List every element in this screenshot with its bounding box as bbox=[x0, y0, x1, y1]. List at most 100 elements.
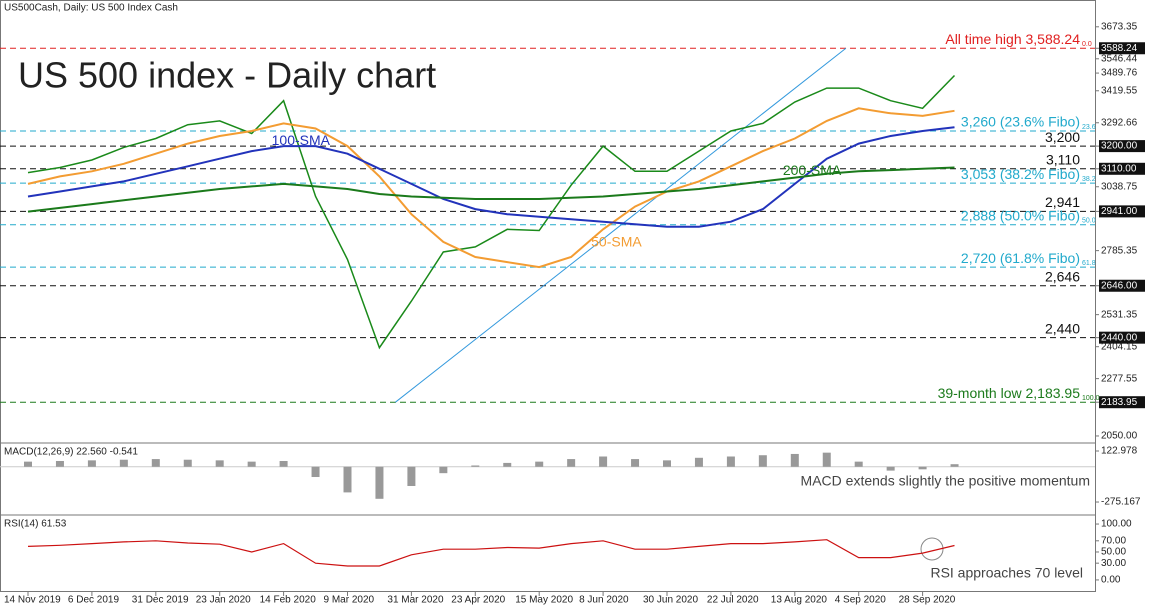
y-tick-label: 3200.00 bbox=[1101, 141, 1138, 152]
x-tick-label: 8 Jun 2020 bbox=[579, 595, 629, 606]
bar bbox=[119, 459, 128, 467]
bar bbox=[886, 466, 895, 471]
level-tag: 100.0 bbox=[1082, 395, 1100, 402]
y-tick-box bbox=[1099, 396, 1145, 409]
bar bbox=[247, 461, 256, 467]
bar bbox=[599, 456, 608, 467]
level-label: 3,260 (23.6% Fibo) bbox=[961, 114, 1080, 130]
trend-line bbox=[395, 47, 847, 403]
x-tick-label: 14 Nov 2019 bbox=[4, 595, 61, 606]
y-tick-box bbox=[1099, 42, 1145, 55]
y-tick-box bbox=[1099, 331, 1145, 344]
bar bbox=[950, 464, 959, 467]
chart-header: US500Cash, Daily: US 500 Index Cash bbox=[4, 3, 178, 14]
x-tick-label: 15 May 2020 bbox=[515, 595, 573, 606]
series-label: 200-SMA bbox=[783, 162, 842, 178]
bar bbox=[854, 461, 863, 467]
x-tick-label: 13 Aug 2020 bbox=[771, 595, 828, 606]
level-label: 3,200 bbox=[1045, 129, 1080, 145]
y-tick-label: 2277.55 bbox=[1101, 373, 1138, 384]
sma-line bbox=[27, 166, 955, 213]
y-tick-label: 2404.15 bbox=[1101, 341, 1138, 352]
bar bbox=[567, 459, 576, 467]
y-tick-box bbox=[1099, 140, 1145, 153]
frame bbox=[0, 0, 1096, 592]
y-tick-label: 2050.00 bbox=[1101, 431, 1138, 442]
bar bbox=[822, 452, 831, 467]
series-label: 50-SMA bbox=[591, 234, 642, 250]
bar bbox=[503, 462, 512, 467]
bar bbox=[790, 453, 799, 467]
x-tick-label: 23 Apr 2020 bbox=[451, 595, 505, 606]
x-tick-label: 31 Dec 2019 bbox=[132, 595, 189, 606]
x-tick-label: 6 Dec 2019 bbox=[68, 595, 120, 606]
bar bbox=[375, 466, 384, 499]
bar bbox=[55, 460, 64, 467]
y-tick-label: 3419.55 bbox=[1101, 85, 1138, 96]
y-tick-label: 2440.00 bbox=[1101, 332, 1138, 343]
y-tick-label: 70.00 bbox=[1101, 535, 1126, 546]
bar bbox=[726, 456, 735, 467]
level-label: 2,440 bbox=[1045, 320, 1080, 336]
level-tag: 38.2 bbox=[1082, 176, 1096, 183]
bar bbox=[343, 466, 352, 493]
y-tick-label: 3038.75 bbox=[1101, 181, 1138, 192]
level-label: All time high 3,588.24 bbox=[945, 31, 1080, 47]
x-tick-label: 9 Mar 2020 bbox=[324, 595, 375, 606]
x-tick-label: 22 Jul 2020 bbox=[707, 595, 759, 606]
sma-line bbox=[27, 107, 955, 269]
rsi-line bbox=[27, 539, 955, 567]
y-tick-label: 3292.66 bbox=[1101, 117, 1138, 128]
price-line bbox=[27, 74, 956, 350]
level-label: 3,110 bbox=[1046, 151, 1080, 167]
level-label: 2,941 bbox=[1045, 194, 1080, 210]
y-tick-label: 50.00 bbox=[1101, 547, 1126, 558]
bar bbox=[183, 459, 192, 467]
rsi-header: RSI(14) 61.53 bbox=[4, 519, 67, 530]
y-tick-label: 122.978 bbox=[1101, 446, 1138, 457]
bar bbox=[151, 459, 160, 467]
y-tick-label: 2785.35 bbox=[1101, 245, 1138, 256]
rsi-highlight bbox=[920, 537, 944, 561]
macd-annotation: MACD extends slightly the positive momen… bbox=[801, 473, 1090, 489]
y-tick-label: -275.167 bbox=[1101, 497, 1141, 508]
y-tick-box bbox=[1099, 279, 1145, 292]
y-tick-label: 2646.00 bbox=[1101, 280, 1138, 291]
bar bbox=[758, 455, 767, 467]
bar bbox=[663, 460, 671, 467]
y-tick-label: 3673.35 bbox=[1101, 21, 1138, 32]
chart-title: US 500 index - Daily chart bbox=[18, 55, 436, 96]
series-label: 100-SMA bbox=[272, 132, 331, 148]
bar bbox=[311, 466, 320, 478]
bar bbox=[215, 460, 224, 467]
level-tag: 23.6 bbox=[1082, 124, 1096, 131]
level-tag: 50.0 bbox=[1082, 218, 1096, 225]
bar bbox=[918, 466, 927, 470]
y-tick-label: 2531.35 bbox=[1101, 309, 1138, 320]
level-tag: 61.8 bbox=[1082, 260, 1096, 267]
level-label: 2,720 (61.8% Fibo) bbox=[961, 250, 1080, 266]
level-label: 2,646 bbox=[1045, 268, 1080, 284]
level-label: 39-month low 2,183.95 bbox=[938, 385, 1081, 401]
y-tick-label: 3110.00 bbox=[1101, 163, 1137, 174]
level-tag: 0.0 bbox=[1082, 41, 1092, 48]
y-tick-label: 3546.44 bbox=[1101, 53, 1138, 64]
bar bbox=[631, 459, 640, 467]
bar bbox=[24, 461, 32, 467]
x-tick-label: 31 Mar 2020 bbox=[387, 595, 444, 606]
bar bbox=[694, 457, 703, 467]
level-label: 3,053 (38.2% Fibo) bbox=[961, 166, 1080, 182]
y-tick-box bbox=[1099, 205, 1145, 218]
bar bbox=[279, 460, 288, 467]
y-tick-label: 3489.76 bbox=[1101, 68, 1138, 79]
macd-header: MACD(12,26,9) 22.560 -0.541 bbox=[4, 447, 138, 458]
level-label: 2,888 (50.0% Fibo) bbox=[961, 207, 1080, 223]
y-tick-box bbox=[1099, 162, 1145, 175]
x-tick-label: 14 Feb 2020 bbox=[260, 595, 317, 606]
x-tick-label: 4 Sep 2020 bbox=[835, 595, 887, 606]
y-tick-label: 2183.95 bbox=[1101, 397, 1138, 408]
y-tick-label: 0.00 bbox=[1101, 575, 1121, 586]
bar bbox=[535, 461, 544, 467]
y-tick-label: 2941.00 bbox=[1101, 206, 1138, 217]
